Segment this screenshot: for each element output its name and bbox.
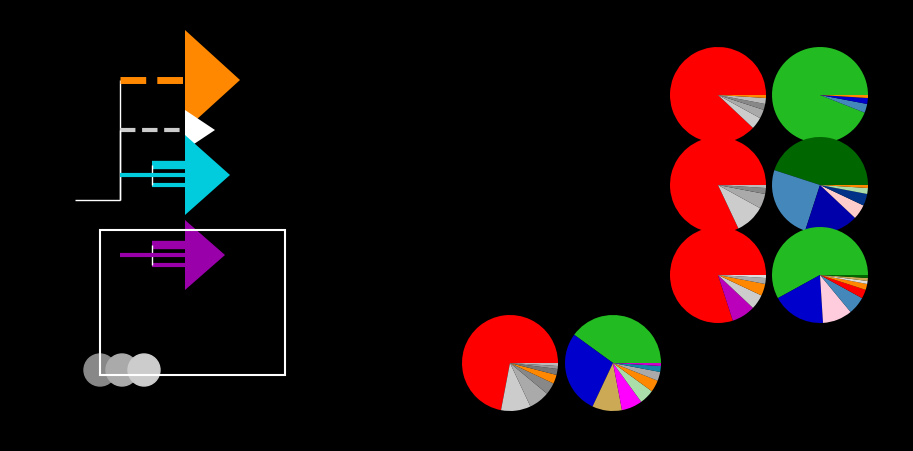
Wedge shape xyxy=(820,185,868,188)
Wedge shape xyxy=(718,275,761,308)
Polygon shape xyxy=(185,220,225,290)
Wedge shape xyxy=(718,95,760,128)
Wedge shape xyxy=(820,185,867,206)
Wedge shape xyxy=(718,185,765,208)
Wedge shape xyxy=(772,47,868,143)
Wedge shape xyxy=(718,95,763,118)
Wedge shape xyxy=(462,315,558,410)
Wedge shape xyxy=(670,137,766,233)
Wedge shape xyxy=(820,275,867,284)
Wedge shape xyxy=(718,185,766,188)
Wedge shape xyxy=(718,95,766,98)
Wedge shape xyxy=(820,275,868,278)
Bar xyxy=(100,230,285,375)
Polygon shape xyxy=(185,30,240,130)
Wedge shape xyxy=(820,275,851,323)
Wedge shape xyxy=(718,275,766,278)
Wedge shape xyxy=(820,275,867,290)
Wedge shape xyxy=(613,363,652,402)
Wedge shape xyxy=(718,185,760,229)
Wedge shape xyxy=(510,363,558,366)
Wedge shape xyxy=(510,363,557,383)
Wedge shape xyxy=(820,185,868,194)
Wedge shape xyxy=(510,363,553,394)
Wedge shape xyxy=(613,363,641,410)
Wedge shape xyxy=(772,170,820,230)
Wedge shape xyxy=(820,95,868,98)
Wedge shape xyxy=(510,363,558,375)
Wedge shape xyxy=(820,185,864,218)
Wedge shape xyxy=(613,363,657,391)
Wedge shape xyxy=(718,185,766,194)
Wedge shape xyxy=(820,95,868,104)
Wedge shape xyxy=(613,363,661,372)
Wedge shape xyxy=(805,185,855,233)
Wedge shape xyxy=(718,275,753,321)
Polygon shape xyxy=(185,110,215,150)
Wedge shape xyxy=(774,137,868,185)
Wedge shape xyxy=(718,275,765,295)
Wedge shape xyxy=(565,335,613,406)
Wedge shape xyxy=(820,275,866,298)
Wedge shape xyxy=(820,275,862,312)
Wedge shape xyxy=(501,363,530,411)
Circle shape xyxy=(84,354,116,386)
Wedge shape xyxy=(778,275,823,323)
Wedge shape xyxy=(718,95,766,104)
Polygon shape xyxy=(185,135,230,215)
Wedge shape xyxy=(510,363,547,406)
Wedge shape xyxy=(820,95,867,113)
Wedge shape xyxy=(670,227,766,323)
Wedge shape xyxy=(510,363,558,369)
Wedge shape xyxy=(718,275,766,284)
Wedge shape xyxy=(772,227,868,298)
Wedge shape xyxy=(574,315,661,363)
Wedge shape xyxy=(593,363,622,411)
Wedge shape xyxy=(820,275,868,281)
Circle shape xyxy=(106,354,138,386)
Wedge shape xyxy=(613,363,661,366)
Wedge shape xyxy=(718,95,765,110)
Circle shape xyxy=(128,354,160,386)
Wedge shape xyxy=(670,47,766,143)
Wedge shape xyxy=(613,363,660,381)
